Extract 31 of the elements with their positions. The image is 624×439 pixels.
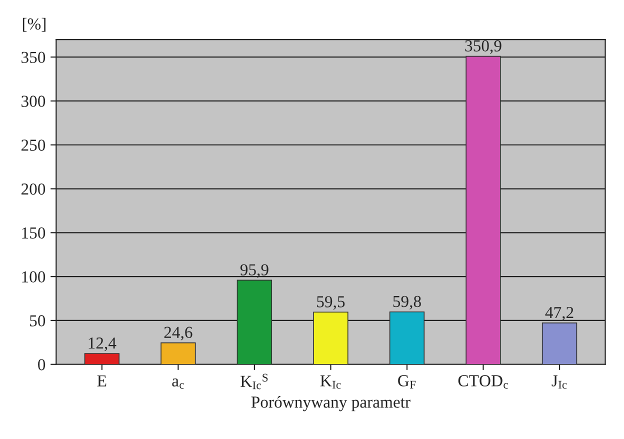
y-tick-label: 250 (21, 140, 46, 151)
x-tick-label: G$_{F}$ (398, 375, 416, 389)
data-label: 59,5 (317, 296, 345, 310)
data-label: 95,9 (240, 264, 268, 278)
y-tick-label: 300 (22, 96, 46, 107)
data-label: 350,9 (465, 40, 502, 54)
x-tick-label: E (97, 375, 106, 386)
y-axis-title: [%] (22, 18, 46, 32)
x-tick-label: CTOD$_{c}$ (458, 375, 508, 389)
bar (313, 312, 348, 364)
data-label: 24,6 (164, 326, 192, 340)
x-tick-label: K$_{Ic}$ (320, 375, 341, 389)
bar (542, 322, 578, 364)
y-tick-label: 50 (30, 315, 46, 326)
x-tick-label: J$_{Ic}$ (552, 375, 567, 389)
y-tick-label: 150 (22, 227, 46, 239)
bar (160, 342, 196, 364)
x-tick-label: a$_{c}$ (172, 378, 184, 389)
x-tick-label: K$_{Ic}$$^{S}$ (240, 374, 268, 390)
y-tick-label: 200 (21, 183, 46, 195)
y-tick-label: 100 (22, 271, 46, 283)
bar (84, 353, 120, 364)
bar (466, 56, 501, 364)
y-tick-label: 0 (38, 359, 46, 370)
data-label: 12,4 (88, 338, 116, 352)
bar (236, 280, 272, 364)
x-axis-title: Porównywany parametr (251, 396, 410, 412)
bar (389, 311, 425, 364)
data-label: 59,8 (393, 296, 421, 310)
y-tick-label: 350 (22, 52, 46, 64)
data-label: 47,2 (545, 306, 574, 321)
